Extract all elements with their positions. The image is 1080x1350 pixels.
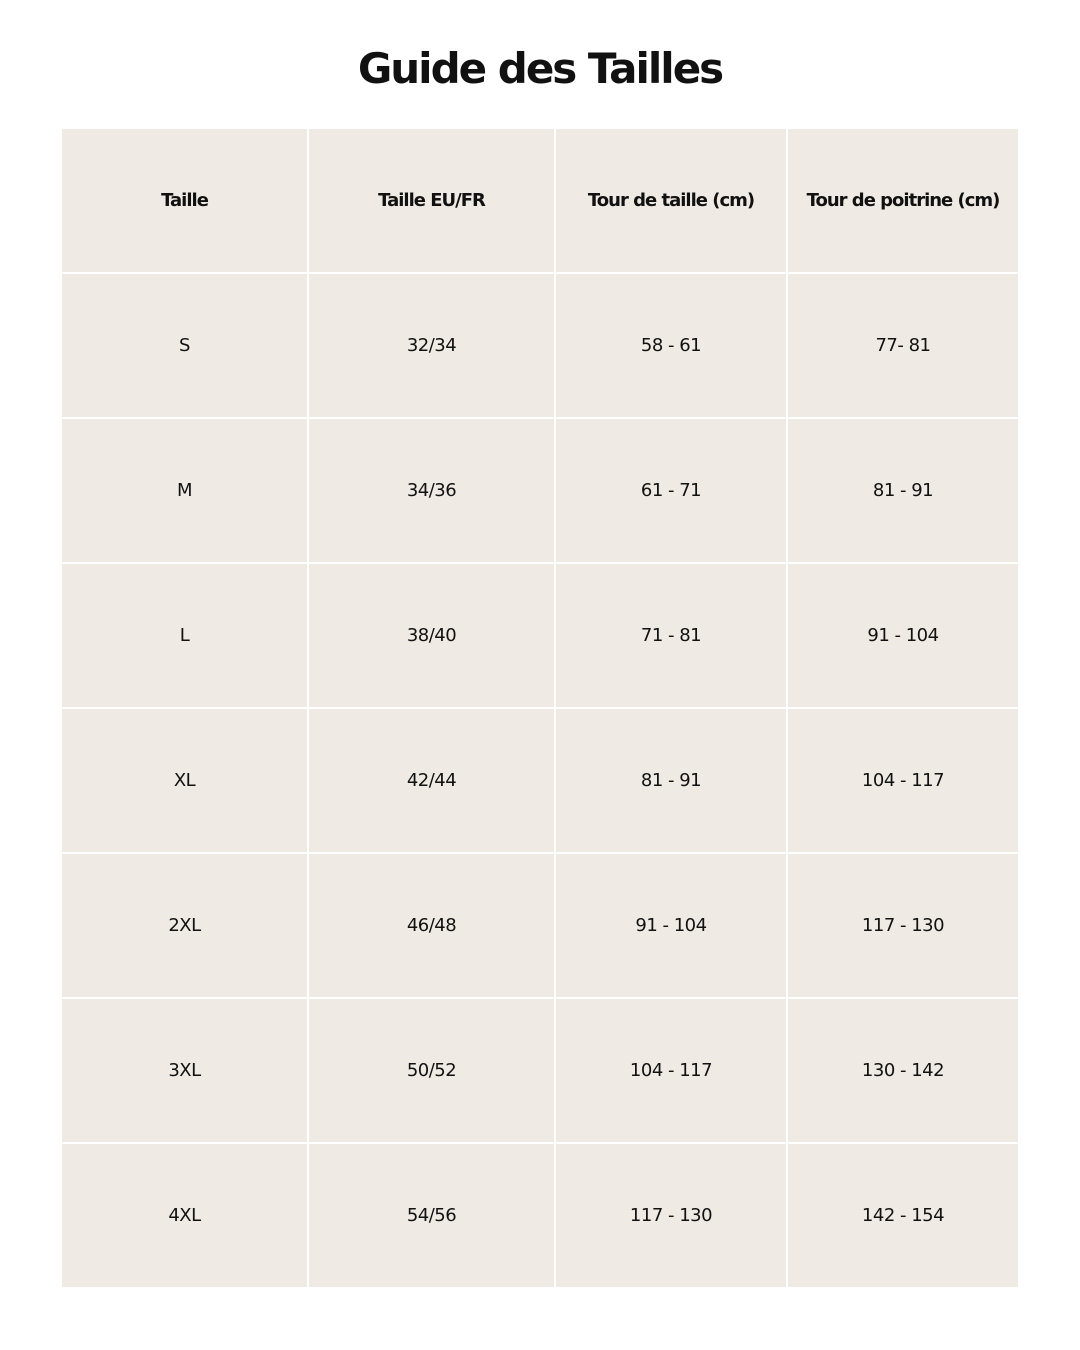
table-cell: 50/52: [309, 999, 554, 1142]
table-cell: 117 - 130: [556, 1144, 786, 1287]
table-cell: 91 - 104: [788, 564, 1018, 707]
column-header: Tour de taille (cm): [556, 129, 786, 272]
table-cell: 32/34: [309, 274, 554, 417]
table-cell: 61 - 71: [556, 419, 786, 562]
table-cell: 117 - 130: [788, 854, 1018, 997]
table-cell: 81 - 91: [788, 419, 1018, 562]
table-cell: 42/44: [309, 709, 554, 852]
table-cell: S: [62, 274, 307, 417]
column-header: Taille: [62, 129, 307, 272]
table-cell: 4XL: [62, 1144, 307, 1287]
table-cell: 104 - 117: [556, 999, 786, 1142]
table-cell: 81 - 91: [556, 709, 786, 852]
table-cell: 77- 81: [788, 274, 1018, 417]
column-header: Tour de poitrine (cm): [788, 129, 1018, 272]
table-cell: 54/56: [309, 1144, 554, 1287]
table-cell: 58 - 61: [556, 274, 786, 417]
size-chart-table: Taille Taille EU/FR Tour de taille (cm) Tou…: [62, 129, 1018, 1287]
table-cell: 104 - 117: [788, 709, 1018, 852]
table-cell: 3XL: [62, 999, 307, 1142]
page-title: Guide des Tailles: [357, 44, 724, 93]
table-cell: 34/36: [309, 419, 554, 562]
table-cell: 38/40: [309, 564, 554, 707]
table-cell: L: [62, 564, 307, 707]
table-cell: 2XL: [62, 854, 307, 997]
column-header: Taille EU/FR: [309, 129, 554, 272]
table-cell: 46/48: [309, 854, 554, 997]
table-cell: 142 - 154: [788, 1144, 1018, 1287]
table-cell: M: [62, 419, 307, 562]
table-cell: 130 - 142: [788, 999, 1018, 1142]
table-cell: 71 - 81: [556, 564, 786, 707]
table-cell: 91 - 104: [556, 854, 786, 997]
table-cell: XL: [62, 709, 307, 852]
